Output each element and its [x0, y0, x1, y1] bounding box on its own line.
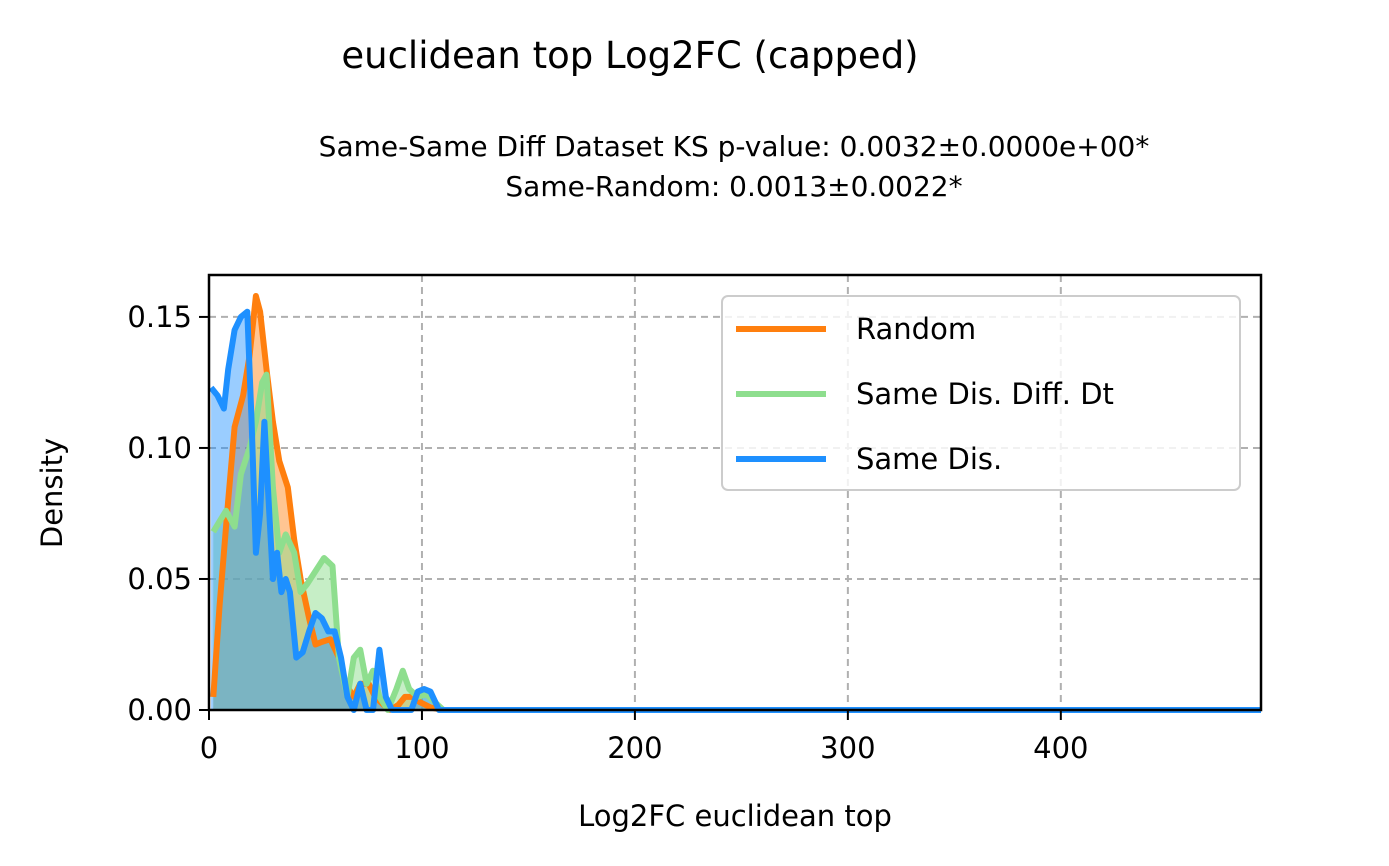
plot-border	[207, 273, 1263, 712]
y-tick-label-3: 0.15	[127, 300, 192, 334]
y-axis-label: Density	[35, 438, 69, 548]
plot-frame	[207, 273, 1263, 712]
x-tick-label-0: 0	[200, 731, 218, 765]
chart-title: euclidean top Log2FC (capped)	[341, 34, 918, 77]
chart-subtitle-line-1: Same-Same Diff Dataset KS p-value: 0.003…	[319, 130, 1150, 163]
legend-box	[721, 295, 1241, 491]
density-fills	[211, 296, 1262, 710]
x-axis-ticks: 0 100 200 300 400	[200, 710, 1089, 765]
legend: Random Same Dis. Diff. Dt Same Dis.	[721, 295, 1241, 491]
x-tick-label-4: 400	[1033, 731, 1088, 765]
x-tick-label-2: 200	[607, 731, 662, 765]
legend-label-2: Same Dis.	[856, 442, 1002, 476]
y-tick-label-1: 0.05	[127, 562, 192, 596]
legend-label-0: Random	[856, 312, 976, 346]
legend-label-1: Same Dis. Diff. Dt	[856, 377, 1114, 411]
x-tick-label-3: 300	[820, 731, 875, 765]
y-tick-label-2: 0.10	[127, 431, 192, 465]
y-axis-ticks: 0.00 0.05 0.10 0.15	[127, 300, 209, 727]
x-axis-label: Log2FC euclidean top	[578, 799, 892, 833]
chart-subtitle-line-2: Same-Random: 0.0013±0.0022*	[505, 170, 962, 203]
x-tick-label-1: 100	[394, 731, 449, 765]
y-tick-label-0: 0.00	[127, 693, 192, 727]
series-line-2	[208, 308, 1261, 713]
series-fill-2	[211, 311, 1262, 710]
series-fill-1	[213, 374, 1261, 710]
